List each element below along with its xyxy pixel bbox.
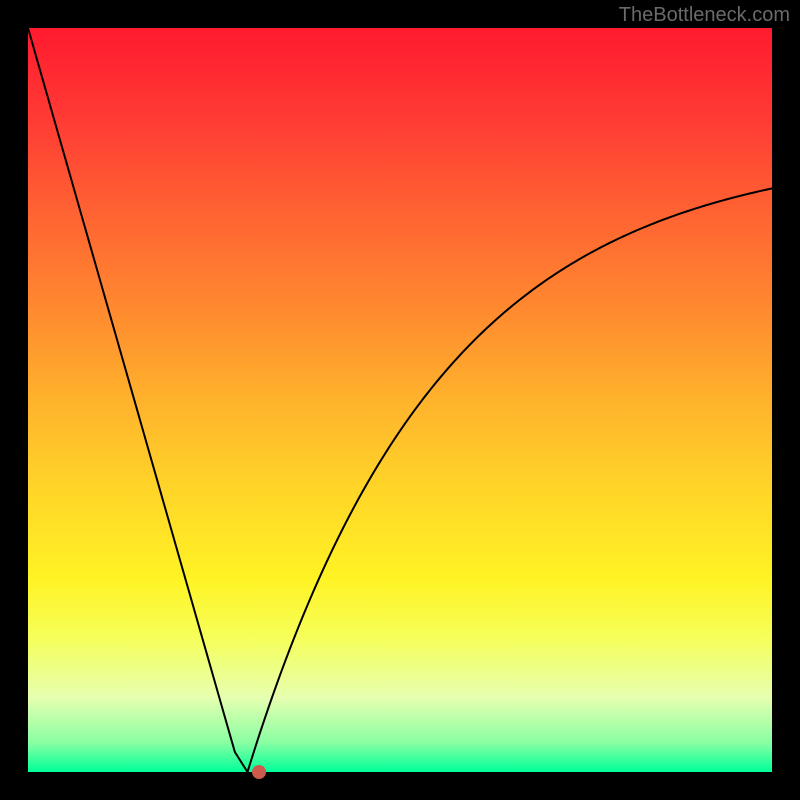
chart-minimum-marker [252, 765, 266, 779]
chart-heat-gradient [28, 28, 772, 772]
watermark-text: TheBottleneck.com [619, 4, 790, 27]
chart-plot-area [28, 28, 772, 772]
